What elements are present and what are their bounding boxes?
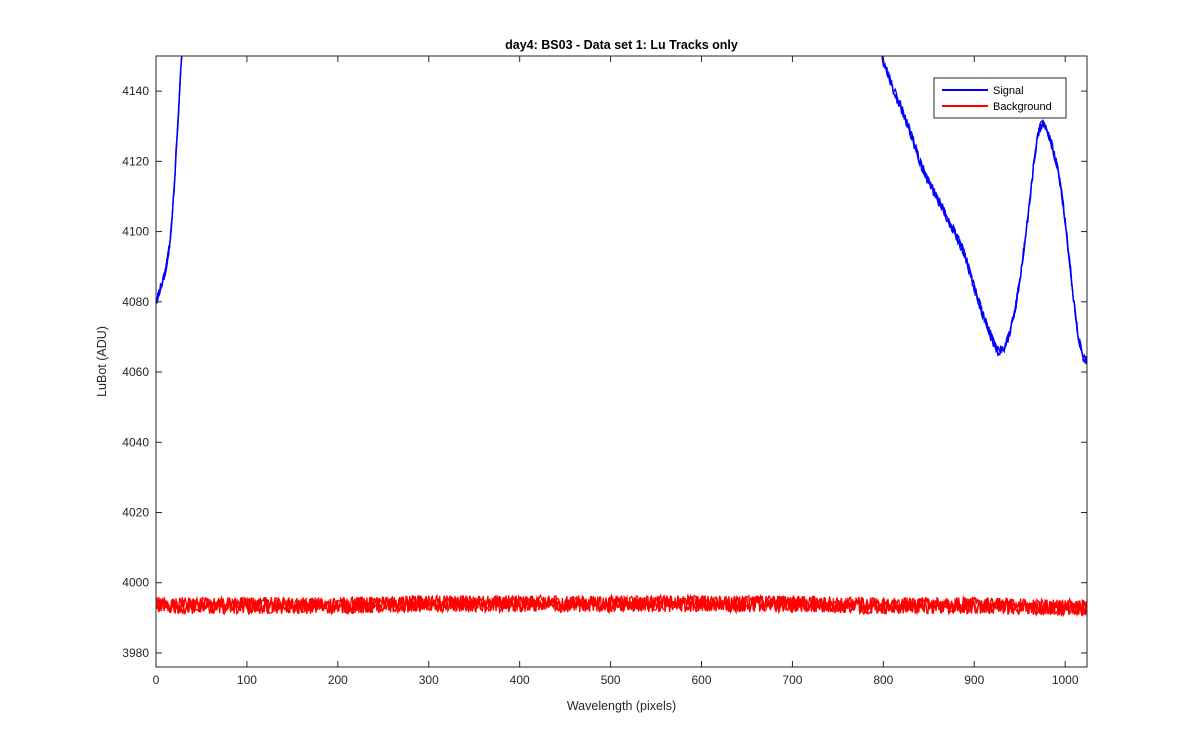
y-tick-label: 4080 <box>122 295 149 309</box>
y-tick-label: 4000 <box>122 576 149 590</box>
plot-background <box>156 56 1087 667</box>
x-tick-label: 700 <box>782 673 802 687</box>
series-layer <box>156 56 1087 618</box>
y-axis-title: LuBot (ADU) <box>95 326 109 397</box>
legend: Signal Background <box>933 77 1067 119</box>
series-line-background <box>156 593 1087 618</box>
chart-title: day4: BS03 - Data set 1: Lu Tracks only <box>505 38 738 52</box>
y-tick-label: 4020 <box>122 505 149 519</box>
x-tick-label: 800 <box>873 673 893 687</box>
x-tick-label: 400 <box>510 673 530 687</box>
x-tick-label: 500 <box>601 673 621 687</box>
x-tick-label: 900 <box>964 673 984 687</box>
legend-label-signal: Signal <box>993 85 1024 97</box>
y-axis-ticks: 3980 4000 4020 4040 4060 4080 4100 4120 4140 <box>122 84 1087 660</box>
x-tick-label: 300 <box>419 673 439 687</box>
x-tick-label: 600 <box>691 673 711 687</box>
x-axis-ticks: 0 100 200 300 400 500 600 700 800 900 1000 <box>153 56 1079 687</box>
series-line-signal <box>156 56 183 304</box>
x-tick-label: 1000 <box>1052 673 1079 687</box>
x-tick-label: 100 <box>237 673 257 687</box>
x-axis-title: Wavelength (pixels) <box>567 699 676 713</box>
y-tick-label: 4100 <box>122 225 149 239</box>
plot-frame <box>155 55 1088 668</box>
y-tick-label: 4140 <box>122 84 149 98</box>
x-tick-label: 0 <box>153 673 160 687</box>
y-tick-label: 4060 <box>122 365 149 379</box>
x-tick-label: 200 <box>328 673 348 687</box>
legend-label-background: Background <box>993 101 1052 113</box>
y-tick-label: 4040 <box>122 435 149 449</box>
y-tick-label: 3980 <box>122 646 149 660</box>
legend-box <box>933 77 1067 119</box>
series-line-signal <box>882 56 1087 366</box>
y-tick-label: 4120 <box>122 154 149 168</box>
